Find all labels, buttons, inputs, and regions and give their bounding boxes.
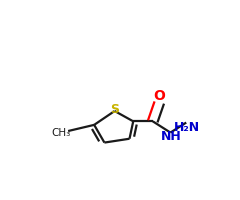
Text: O: O [153,89,165,103]
Text: CH₃: CH₃ [51,128,70,138]
Text: H₂N: H₂N [174,121,200,134]
Text: S: S [110,103,119,116]
Text: NH: NH [161,130,182,143]
